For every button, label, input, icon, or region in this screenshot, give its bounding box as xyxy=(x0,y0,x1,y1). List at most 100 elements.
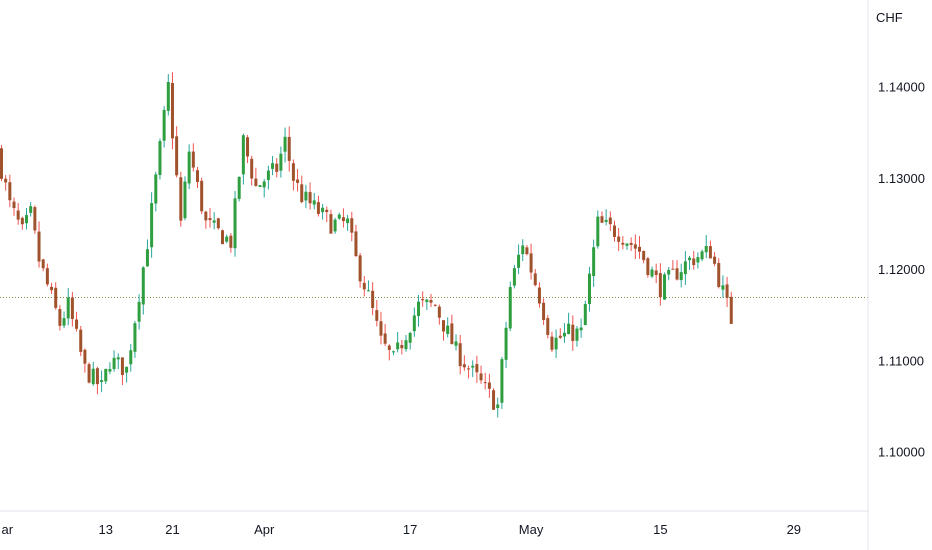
candle-body xyxy=(608,217,612,225)
candle-body xyxy=(29,206,33,213)
candle xyxy=(275,158,279,178)
candle-body xyxy=(675,268,679,280)
candle xyxy=(366,280,370,292)
candle xyxy=(62,311,66,329)
candle-body xyxy=(525,247,529,255)
candle-body xyxy=(191,151,195,168)
x-tick-label: 15 xyxy=(653,522,667,537)
candle xyxy=(729,291,733,324)
candle-body xyxy=(479,373,483,381)
candle xyxy=(16,203,20,225)
candle xyxy=(300,175,304,204)
candle-body xyxy=(258,185,262,187)
candle-body xyxy=(600,216,604,223)
candle xyxy=(608,211,612,231)
candle xyxy=(112,350,116,372)
candle xyxy=(433,304,437,307)
candle-body xyxy=(683,261,687,275)
candle-body xyxy=(170,83,174,139)
candle xyxy=(679,263,683,288)
candle xyxy=(246,135,250,164)
candle xyxy=(575,325,579,347)
candle xyxy=(350,211,354,242)
candle xyxy=(58,305,62,331)
candle-body xyxy=(0,148,3,179)
candle xyxy=(675,260,679,281)
candle xyxy=(45,263,49,287)
candle xyxy=(187,144,191,190)
candle xyxy=(254,167,258,187)
candle-body xyxy=(450,323,454,345)
candle-body xyxy=(708,246,712,259)
candle xyxy=(642,250,646,264)
candle xyxy=(483,372,487,390)
candle-body xyxy=(612,225,616,237)
candle-body xyxy=(554,337,558,350)
y-tick-label: 1.11000 xyxy=(878,353,924,368)
candle xyxy=(508,281,512,332)
candle-body xyxy=(617,236,621,242)
candle-body xyxy=(391,351,395,353)
x-tick-label: 21 xyxy=(165,522,179,537)
candle-body xyxy=(437,306,441,318)
candle xyxy=(95,366,99,395)
candle xyxy=(725,276,729,308)
candle-body xyxy=(596,216,600,247)
candle-body xyxy=(658,273,662,298)
candle xyxy=(4,175,8,191)
candle xyxy=(721,275,725,298)
candle-body xyxy=(75,319,79,329)
candle xyxy=(66,288,70,326)
candle-body xyxy=(642,250,646,261)
candle-body xyxy=(487,382,491,389)
candle-body xyxy=(179,177,183,221)
candle-body xyxy=(729,296,733,324)
candle-body xyxy=(371,290,375,308)
candle-body xyxy=(521,245,525,255)
candle xyxy=(425,298,429,311)
candle xyxy=(100,370,104,392)
candle-body xyxy=(483,382,487,384)
candle-body xyxy=(70,297,74,319)
candle xyxy=(550,331,554,352)
candle-body xyxy=(237,176,241,199)
candle-body xyxy=(187,151,191,184)
candle xyxy=(329,209,333,234)
candle-body xyxy=(108,368,112,372)
candle-body xyxy=(442,320,446,332)
candle xyxy=(421,291,425,307)
candle xyxy=(237,176,241,202)
candle xyxy=(558,328,562,340)
candle-body xyxy=(550,336,554,350)
candle xyxy=(633,234,637,260)
candle-body xyxy=(204,211,208,221)
candle xyxy=(150,192,154,258)
candle-body xyxy=(254,178,258,186)
candle xyxy=(33,205,37,234)
candle xyxy=(70,291,74,327)
candle-body xyxy=(346,218,350,224)
candle-body xyxy=(517,254,521,268)
candle-body xyxy=(467,368,471,370)
y-tick-label: 1.12000 xyxy=(878,262,925,277)
candle-body xyxy=(166,81,170,111)
candle xyxy=(266,165,270,190)
candle xyxy=(479,365,483,384)
candle xyxy=(383,324,387,346)
x-tick-label: 29 xyxy=(787,522,801,537)
candle xyxy=(54,282,58,310)
candle-body xyxy=(562,332,566,337)
candle xyxy=(316,195,320,217)
candle-body xyxy=(592,247,596,277)
candle xyxy=(704,235,708,259)
candle xyxy=(162,106,166,148)
candle xyxy=(262,178,266,198)
candle xyxy=(475,355,479,383)
candle xyxy=(496,397,500,418)
candle xyxy=(362,276,366,297)
candles xyxy=(0,72,733,418)
candle-body xyxy=(638,246,642,252)
candle xyxy=(191,143,195,172)
candle-body xyxy=(621,242,625,245)
candle-body xyxy=(158,141,162,176)
